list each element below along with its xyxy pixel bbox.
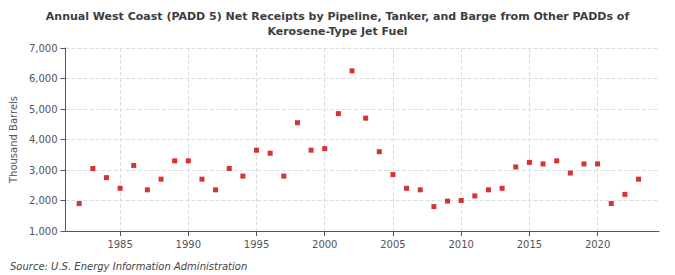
svg-text:2005: 2005 [380,239,405,250]
svg-text:2000: 2000 [312,239,337,250]
svg-text:1990: 1990 [176,239,201,250]
svg-text:2020: 2020 [585,239,610,250]
svg-text:Thousand Barrels: Thousand Barrels [8,96,19,184]
svg-text:2015: 2015 [517,239,542,250]
svg-text:1,000: 1,000 [29,226,58,237]
svg-text:3,000: 3,000 [29,165,58,176]
svg-text:4,000: 4,000 [29,134,58,145]
svg-text:1995: 1995 [244,239,269,250]
svg-text:7,000: 7,000 [29,43,58,54]
svg-text:Kerosene-Type Jet Fuel: Kerosene-Type Jet Fuel [267,25,407,38]
svg-text:2010: 2010 [448,239,473,250]
svg-text:2,000: 2,000 [29,195,58,206]
svg-text:5,000: 5,000 [29,104,58,115]
svg-text:Annual West Coast (PADD 5) Net: Annual West Coast (PADD 5) Net Receipts … [46,10,630,23]
svg-text:1985: 1985 [107,239,132,250]
svg-text:Source: U.S. Energy Informatio: Source: U.S. Energy Information Administ… [10,261,247,272]
svg-text:6,000: 6,000 [29,73,58,84]
